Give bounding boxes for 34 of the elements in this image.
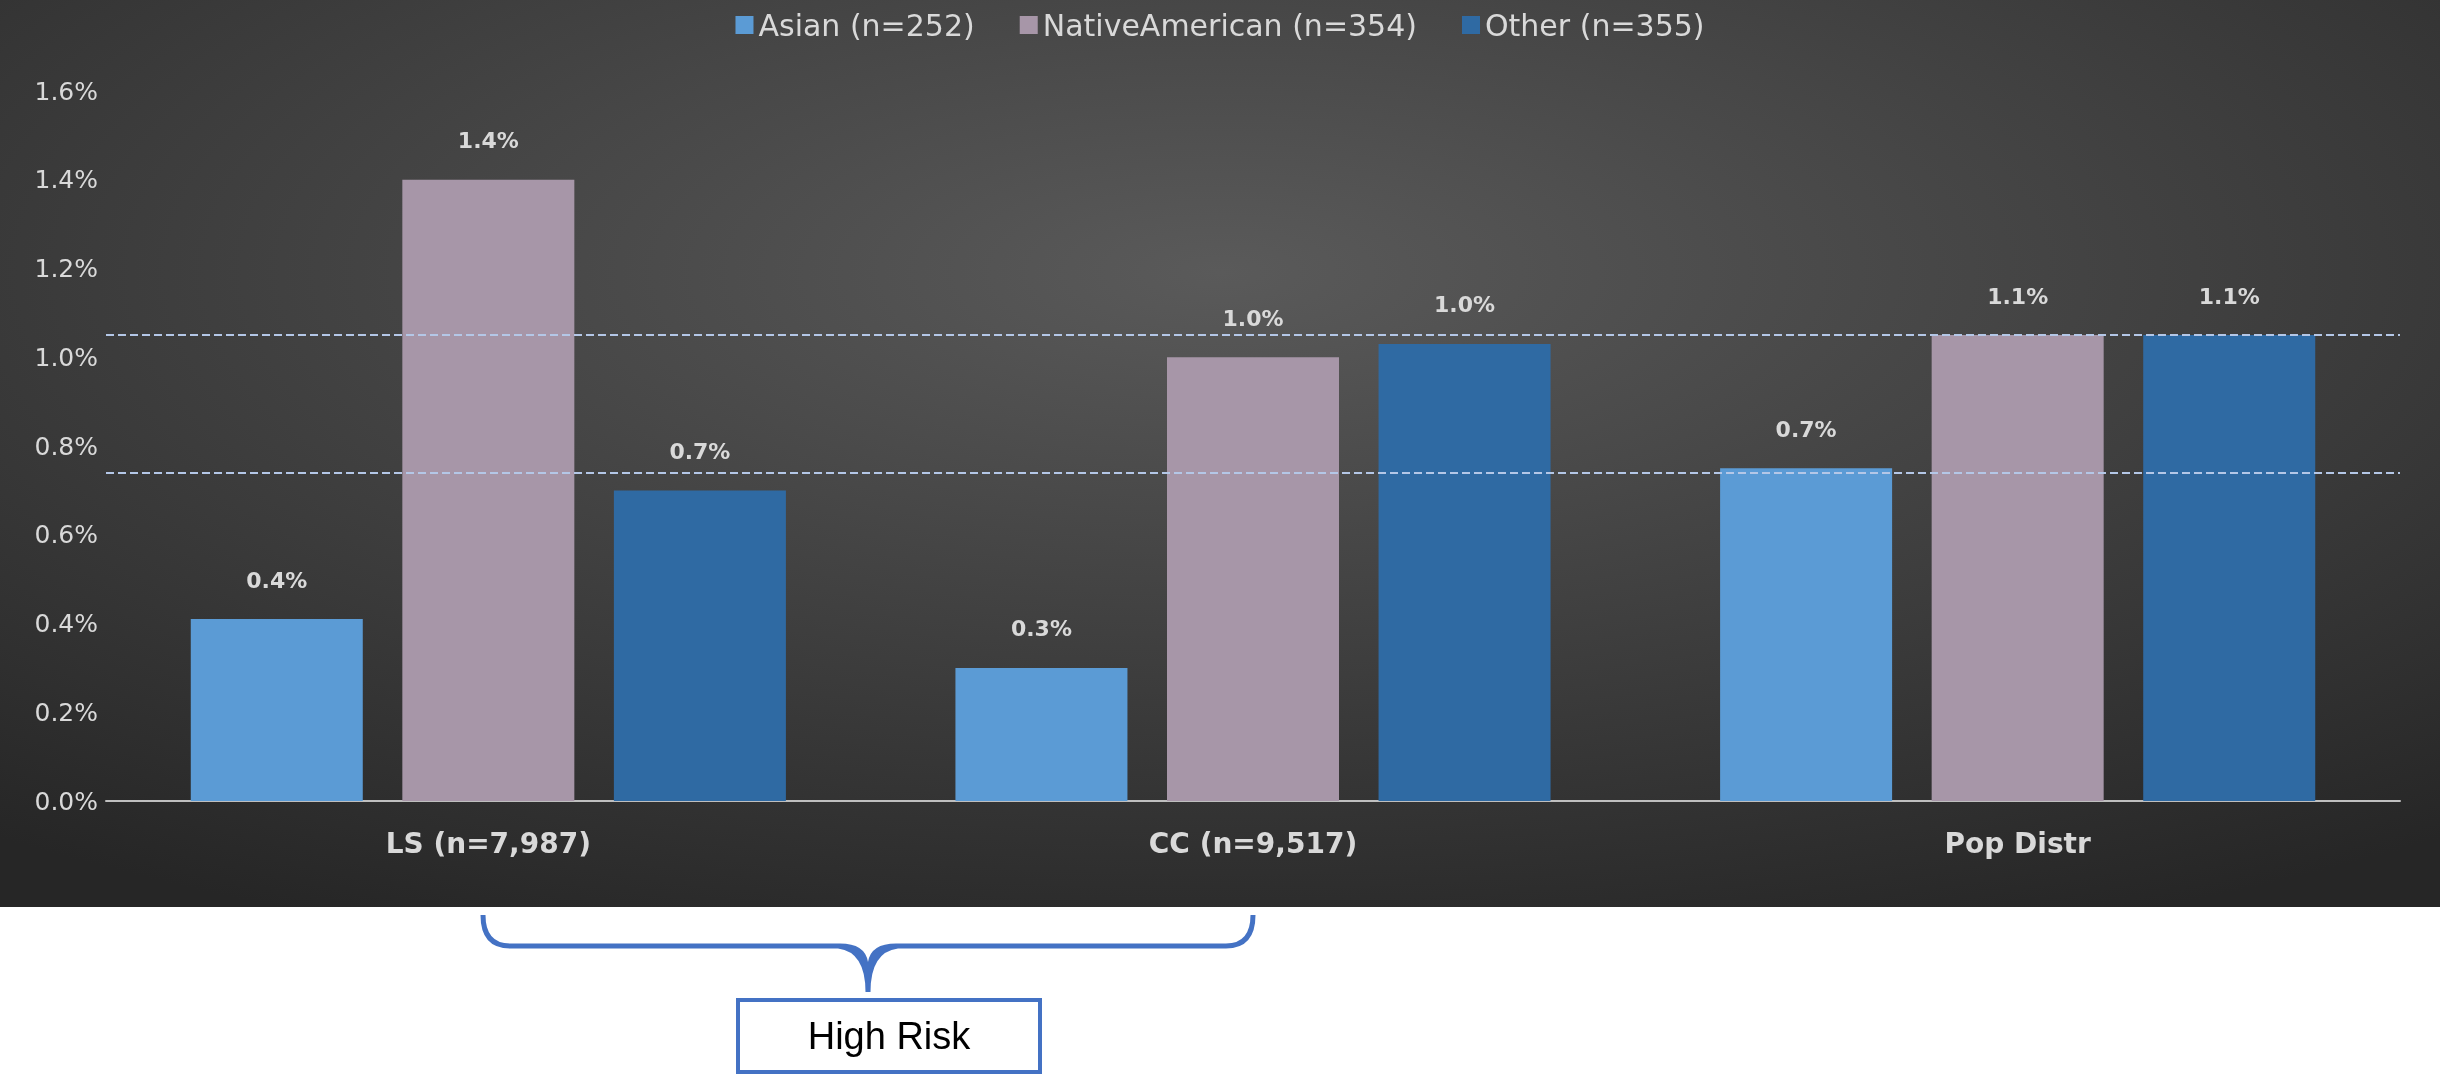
legend-label: Other (n=355) [1484, 7, 1705, 43]
data-label: 0.7% [669, 438, 731, 464]
data-label: 0.4% [246, 567, 308, 593]
y-tick-label: 1.4% [34, 165, 98, 195]
legend-label: Asian (n=252) [758, 7, 975, 43]
bar [1931, 335, 2104, 801]
y-tick-label: 1.2% [34, 254, 98, 283]
data-label: 1.4% [457, 128, 519, 154]
x-tick-label: Pop Distr [1944, 826, 2091, 860]
data-label: 0.7% [1775, 416, 1837, 442]
bar [190, 619, 363, 801]
y-tick-label: 0.0% [34, 786, 98, 816]
y-tick-label: 1.0% [34, 342, 98, 372]
data-label: 1.0% [1222, 305, 1284, 331]
text: High Risk [736, 998, 1042, 1074]
bar [613, 490, 786, 801]
bar [955, 667, 1128, 801]
y-tick-label: 0.6% [34, 520, 98, 550]
y-tick-label: 0.4% [34, 609, 98, 638]
data-label: 0.3% [1010, 616, 1072, 642]
x-tick-label: LS (n=7,987) [385, 826, 591, 860]
y-tick-label: 1.6% [34, 76, 98, 106]
y-tick-label: 0.2% [34, 697, 98, 727]
x-tick-label: CC (n=9,517) [1148, 826, 1358, 860]
bar [1720, 468, 1893, 801]
data-label: 1.1% [1987, 283, 2049, 309]
data-label: 1.0% [1434, 292, 1496, 318]
bar [2143, 335, 2316, 801]
y-tick-label: 0.8% [34, 431, 98, 461]
legend-label: NativeAmerican (n=354) [1042, 7, 1417, 43]
bar [402, 179, 575, 801]
bar [1167, 357, 1339, 801]
bar [1378, 343, 1551, 801]
data-label: 1.1% [2198, 283, 2260, 309]
